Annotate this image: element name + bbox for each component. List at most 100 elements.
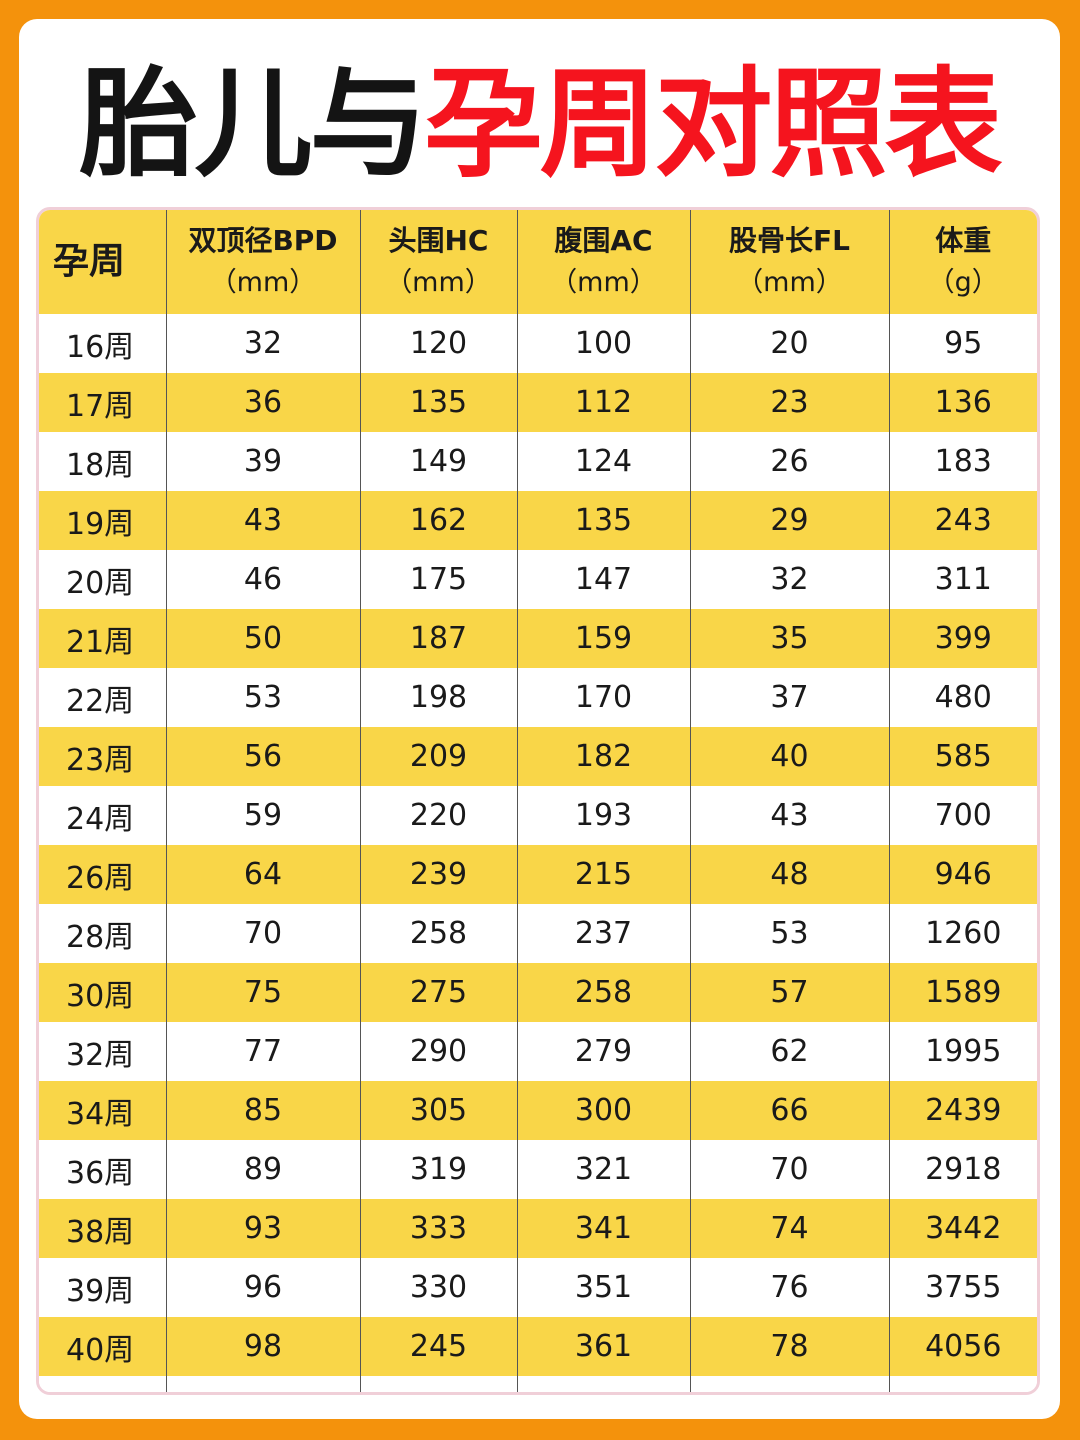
cell-ac: 321 [516,1140,690,1199]
cell-fl: 26 [689,432,889,491]
cell-bpd: 56 [165,727,360,786]
header-bpd: 双顶径BPD （mm） [165,210,360,314]
cell-week: 32周 [66,1037,135,1073]
cell-ac: 215 [516,845,690,904]
cell-week: 39周 [66,1273,135,1309]
title-part-black: 胎儿与 [79,55,427,193]
cell-bpd: 50 [165,609,360,668]
cell-weight: 480 [888,668,1037,727]
cell-hc: 239 [359,845,517,904]
cell-hc: 198 [359,668,517,727]
tail-cell [689,1376,889,1392]
cell-week: 30周 [66,978,135,1014]
cell-ac: 279 [516,1022,690,1081]
cell-bpd: 32 [165,314,360,373]
cell-hc: 290 [359,1022,517,1081]
header-ac-unit: （mm） [550,267,657,298]
cell-hc: 187 [359,609,517,668]
cell-hc: 162 [359,491,517,550]
cell-weight: 4056 [888,1317,1037,1376]
cell-hc: 149 [359,432,517,491]
cell-fl: 29 [689,491,889,550]
cell-bpd: 93 [165,1199,360,1258]
cell-week: 38周 [66,1214,135,1250]
cell-hc: 135 [359,373,517,432]
cell-week: 26周 [66,860,135,896]
cell-week: 18周 [66,447,135,483]
cell-ac: 300 [516,1081,690,1140]
cell-weight: 3442 [888,1199,1037,1258]
header-week: 孕周 [53,241,126,282]
cell-weight: 183 [888,432,1037,491]
cell-ac: 258 [516,963,690,1022]
cell-fl: 76 [689,1258,889,1317]
table-row: 40周 98 245 361 78 4056 [39,1317,1037,1376]
tail-cell [359,1376,517,1392]
cell-fl: 70 [689,1140,889,1199]
header-bpd-unit: （mm） [209,267,317,298]
header-fl-label: 股骨长FL [729,224,850,257]
cell-bpd: 46 [165,550,360,609]
cell-week: 28周 [66,919,135,955]
table-row: 18周 39 149 124 26 183 [39,432,1037,491]
cell-hc: 258 [359,904,517,963]
cell-ac: 170 [516,668,690,727]
table-row: 24周 59 220 193 43 700 [39,786,1037,845]
table-row: 39周 96 330 351 76 3755 [39,1258,1037,1317]
header-weight-unit: （g） [927,267,999,298]
table-row: 17周 36 135 112 23 136 [39,373,1037,432]
cell-bpd: 70 [165,904,360,963]
table-row: 20周 46 175 147 32 311 [39,550,1037,609]
cell-ac: 341 [516,1199,690,1258]
header-hc-unit: （mm） [385,267,492,298]
header-hc: 头围HC （mm） [359,210,517,314]
cell-bpd: 75 [165,963,360,1022]
cell-hc: 175 [359,550,517,609]
cell-hc: 275 [359,963,517,1022]
cell-ac: 182 [516,727,690,786]
cell-weight: 311 [888,550,1037,609]
cell-bpd: 59 [165,786,360,845]
cell-weight: 1260 [888,904,1037,963]
cell-bpd: 96 [165,1258,360,1317]
header-ac: 腹围AC （mm） [516,210,690,314]
table-row: 36周 89 319 321 70 2918 [39,1140,1037,1199]
cell-fl: 78 [689,1317,889,1376]
cell-ac: 100 [516,314,690,373]
cell-weight: 700 [888,786,1037,845]
cell-weight: 2918 [888,1140,1037,1199]
title-part-red: 孕周对照表 [424,55,1003,193]
table-header-row: 孕周 双顶径BPD （mm） 头围HC （mm） 腹围AC （mm） 股骨长FL （mm… [39,210,1037,314]
cell-bpd: 77 [165,1022,360,1081]
cell-fl: 43 [689,786,889,845]
cell-weight: 243 [888,491,1037,550]
cell-ac: 237 [516,904,690,963]
cell-week: 20周 [66,565,135,601]
cell-ac: 351 [516,1258,690,1317]
cell-fl: 23 [689,373,889,432]
cell-bpd: 89 [165,1140,360,1199]
header-fl: 股骨长FL （mm） [689,210,889,314]
cell-hc: 220 [359,786,517,845]
cell-weight: 1995 [888,1022,1037,1081]
cell-bpd: 43 [165,491,360,550]
cell-weight: 95 [888,314,1037,373]
table-row: 23周 56 209 182 40 585 [39,727,1037,786]
cell-hc: 319 [359,1140,517,1199]
cell-week: 23周 [66,742,135,778]
cell-fl: 66 [689,1081,889,1140]
cell-weight: 585 [888,727,1037,786]
cell-weight: 136 [888,373,1037,432]
tail-cell [516,1376,690,1392]
cell-hc: 333 [359,1199,517,1258]
cell-weight: 2439 [888,1081,1037,1140]
cell-week: 40周 [66,1332,135,1368]
table-row: 26周 64 239 215 48 946 [39,845,1037,904]
cell-bpd: 64 [165,845,360,904]
cell-fl: 57 [689,963,889,1022]
comparison-table-frame: 孕周 双顶径BPD （mm） 头围HC （mm） 腹围AC （mm） 股骨长FL （mm… [36,207,1040,1395]
table-row: 16周 32 120 100 20 95 [39,314,1037,373]
cell-hc: 245 [359,1317,517,1376]
header-fl-unit: （mm） [736,267,843,298]
cell-weight: 3755 [888,1258,1037,1317]
